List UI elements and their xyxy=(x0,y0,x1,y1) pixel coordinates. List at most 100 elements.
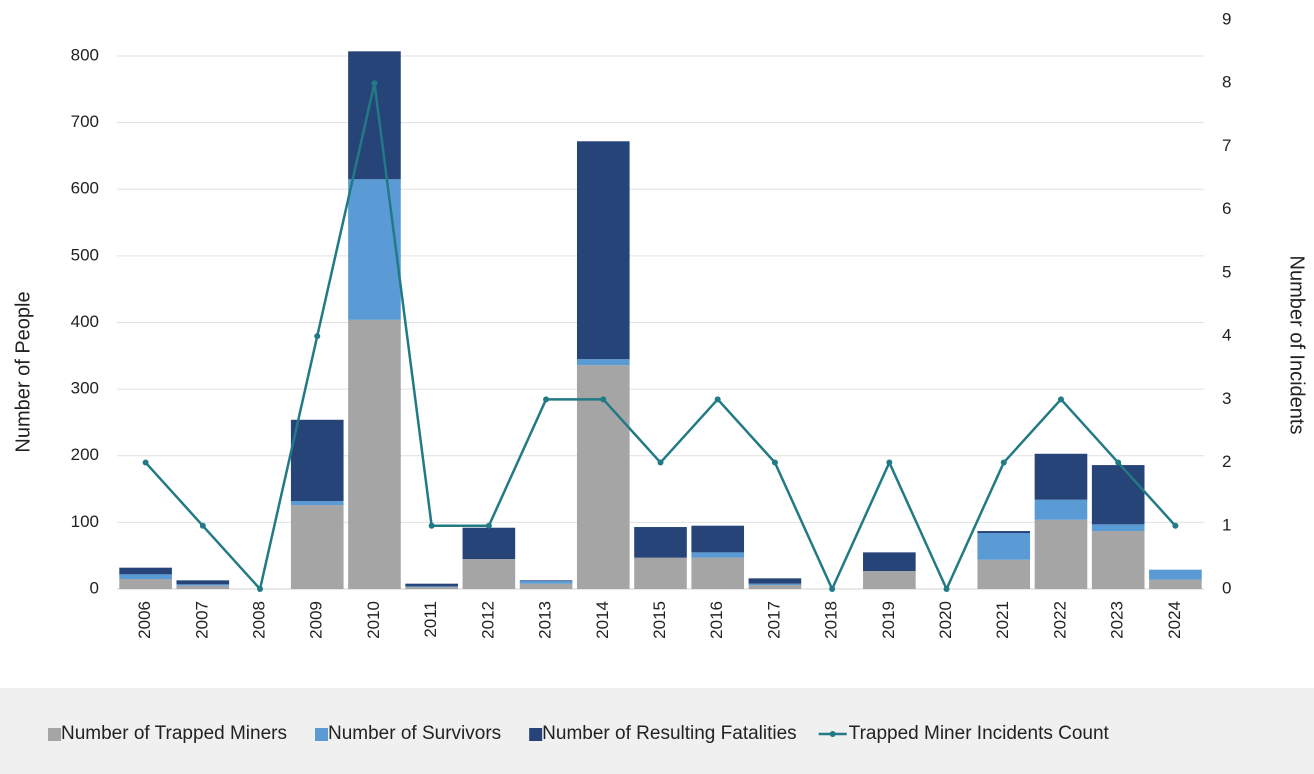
bar-segment xyxy=(462,559,516,589)
legend-item: Number of Resulting Fatalities xyxy=(529,723,797,744)
x-tick-label: 2014 xyxy=(593,601,612,639)
bar-segment xyxy=(290,501,344,506)
bar-segment xyxy=(1091,524,1145,532)
y-tick-label: 500 xyxy=(71,245,99,264)
x-tick-label: 2019 xyxy=(879,601,898,639)
legend-item: Trapped Miner Incidents Count xyxy=(818,723,1110,744)
line-marker xyxy=(1057,396,1064,403)
bar-segment xyxy=(863,552,916,572)
line-marker xyxy=(600,396,607,403)
bar-segment xyxy=(691,557,745,589)
bar-segment xyxy=(863,571,916,589)
y2-tick-label: 6 xyxy=(1222,199,1231,218)
bar-segment xyxy=(748,583,802,586)
bar-segment xyxy=(691,552,745,558)
bar-segment xyxy=(1149,579,1202,589)
line-marker xyxy=(199,522,206,529)
line-marker xyxy=(543,396,550,403)
bar-segment xyxy=(634,527,687,558)
bar-segment xyxy=(519,581,573,584)
y2-tick-label: 2 xyxy=(1222,452,1231,471)
x-tick-label: 2009 xyxy=(307,601,326,639)
legend-item: Number of Survivors xyxy=(315,723,501,744)
x-tick-label: 2006 xyxy=(135,601,154,639)
x-tick-label: 2020 xyxy=(936,601,955,639)
line-marker xyxy=(1172,522,1179,529)
bar-segment xyxy=(405,587,458,589)
y-tick-label: 600 xyxy=(71,179,99,198)
x-tick-label: 2018 xyxy=(822,601,841,639)
x-tick-label: 2022 xyxy=(1050,601,1069,639)
y2-tick-label: 0 xyxy=(1222,578,1231,597)
y-tick-label: 400 xyxy=(71,312,99,331)
x-tick-label: 2007 xyxy=(192,601,211,639)
legend-label: Number of Trapped Miners xyxy=(61,723,287,744)
bar-segment xyxy=(1091,531,1145,589)
bar-segment xyxy=(1034,499,1088,520)
bar-segment xyxy=(176,585,230,589)
bar-segment xyxy=(748,578,802,584)
x-tick-label: 2013 xyxy=(536,601,555,639)
bar-segment xyxy=(977,533,1031,560)
bar-segment xyxy=(290,505,344,589)
x-tick-label: 2021 xyxy=(993,601,1012,639)
legend-item: Number of Trapped Miners xyxy=(48,723,287,744)
bar-segment xyxy=(176,584,230,586)
legend-label: Number of Survivors xyxy=(328,723,501,744)
line-marker xyxy=(371,80,378,87)
line-marker xyxy=(1000,459,1007,466)
line-marker xyxy=(1115,459,1122,466)
bar-segment xyxy=(290,419,344,502)
line-marker xyxy=(485,522,492,529)
y2-tick-label: 7 xyxy=(1222,136,1231,155)
bar-segment xyxy=(576,359,630,366)
y2-tick-label: 9 xyxy=(1222,9,1231,28)
y2-tick-label: 4 xyxy=(1222,326,1231,345)
bar-segment xyxy=(119,567,172,575)
y2-tick-label: 3 xyxy=(1222,389,1231,408)
line-marker xyxy=(657,459,664,466)
legend-label: Number of Resulting Fatalities xyxy=(542,723,797,744)
line-marker xyxy=(314,333,321,340)
line-marker xyxy=(257,586,264,592)
legend-swatch-marker xyxy=(829,731,836,737)
bar-segment xyxy=(1149,569,1202,580)
bar-segment xyxy=(462,527,516,560)
x-tick-label: 2024 xyxy=(1165,601,1184,639)
x-tick-label: 2016 xyxy=(707,601,726,639)
line-marker xyxy=(428,522,435,529)
bar-segment xyxy=(576,365,630,589)
y-tick-label: 0 xyxy=(90,578,99,597)
x-tick-label: 2023 xyxy=(1108,601,1127,639)
y2-tick-label: 1 xyxy=(1222,515,1231,534)
bar-segment xyxy=(119,574,172,580)
x-tick-label: 2015 xyxy=(650,601,669,639)
legend-swatch xyxy=(529,728,543,741)
line-marker xyxy=(771,459,778,466)
line-marker xyxy=(714,396,721,403)
x-tick-label: 2008 xyxy=(250,601,269,639)
bar-segment xyxy=(1034,453,1088,500)
bar-segment xyxy=(977,531,1031,534)
x-tick-label: 2010 xyxy=(364,601,383,639)
bar-segment xyxy=(977,559,1031,589)
y-tick-label: 100 xyxy=(71,512,99,531)
bar-segment xyxy=(119,579,172,589)
bar-segment xyxy=(634,557,687,589)
y2-axis-title: Number of Incidents xyxy=(1286,256,1308,435)
y-tick-label: 800 xyxy=(71,45,99,64)
y-tick-label: 300 xyxy=(71,379,99,398)
bar-segment xyxy=(348,179,401,320)
line-marker xyxy=(943,586,950,592)
y-tick-label: 700 xyxy=(71,112,99,131)
bar-segment xyxy=(519,583,573,589)
legend-swatch xyxy=(315,728,328,741)
y2-tick-label: 5 xyxy=(1222,262,1231,281)
x-tick-label: 2011 xyxy=(421,601,440,638)
line-marker xyxy=(886,459,893,466)
bar-segment xyxy=(691,525,745,553)
bar-segment xyxy=(348,319,401,589)
bar-segment xyxy=(405,586,458,588)
legend: Number of Trapped Miners Number of Surviv… xyxy=(48,723,1110,744)
